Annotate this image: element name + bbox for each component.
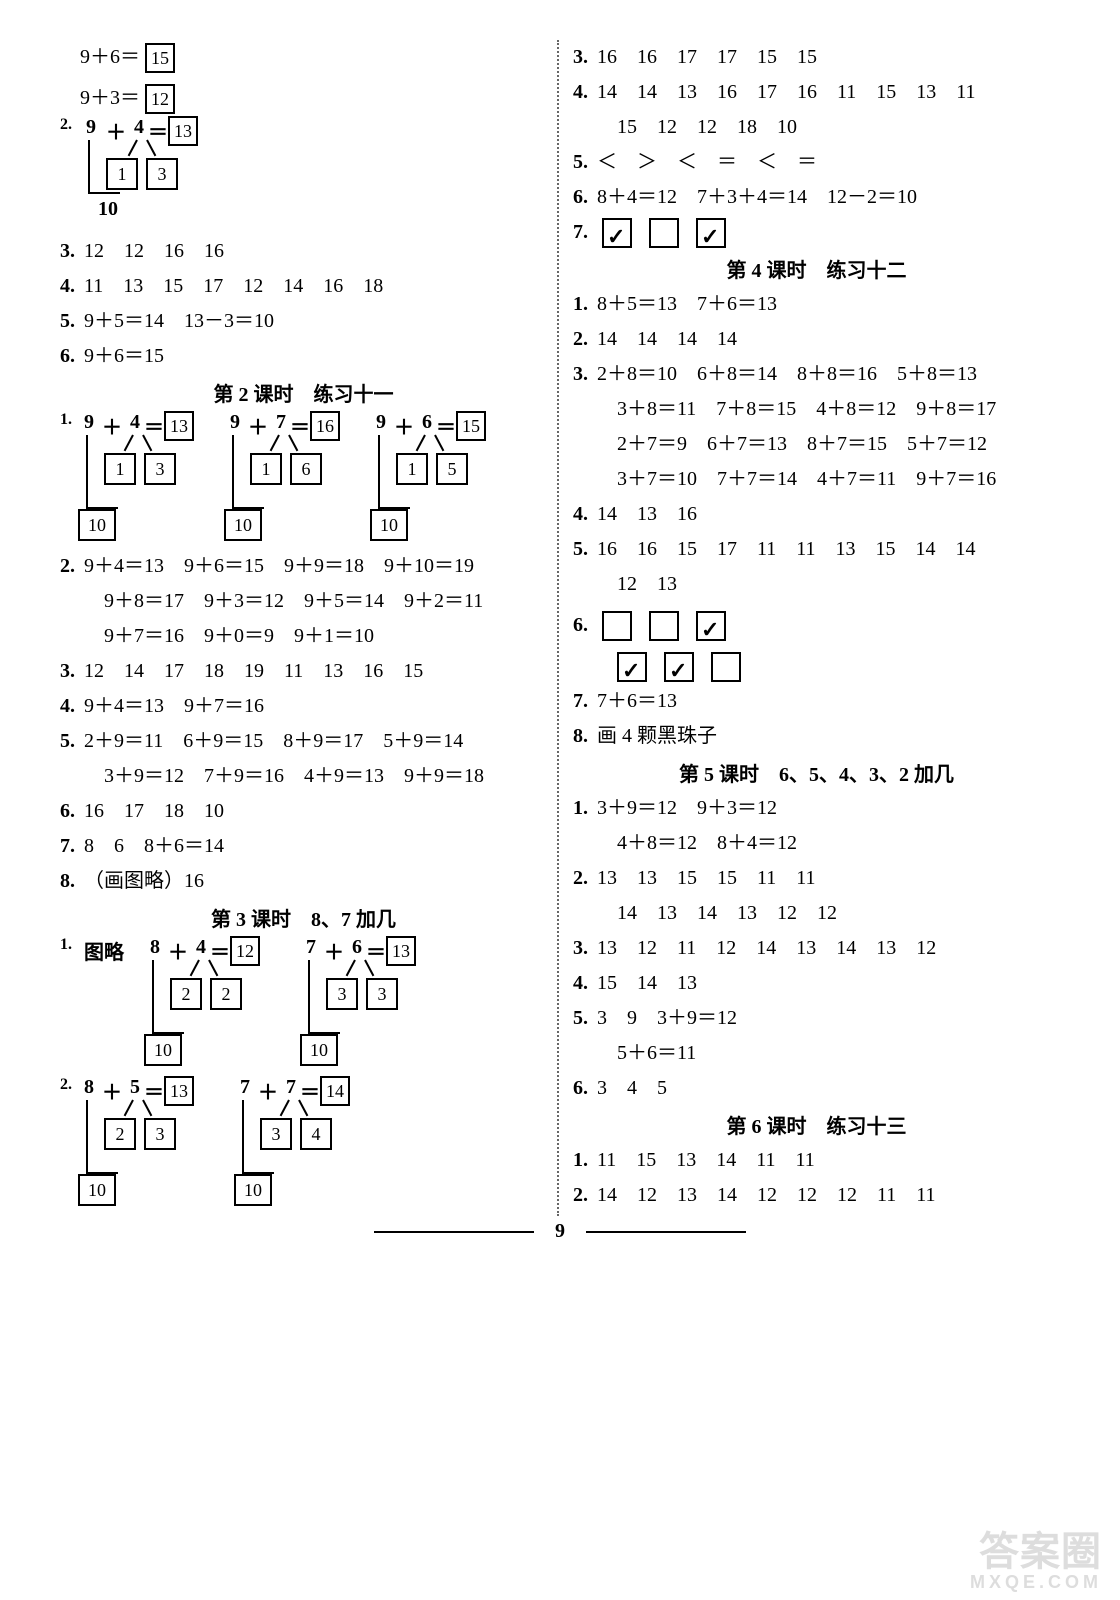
- list-item: 7.8 6 8＋6＝14: [60, 829, 547, 864]
- heading-lesson-4: 第 4 课时 练习十二: [573, 254, 1060, 283]
- list-item: 2＋7＝9 6＋7＝13 8＋7＝15 5＋7＝12: [573, 427, 1060, 462]
- intro-1: 9＋6＝ 15: [60, 40, 547, 75]
- list-item: 4.15 14 13: [573, 966, 1060, 1001]
- watermark: 答案圈 MXQE.COM: [970, 1531, 1102, 1592]
- list-item: 4＋8＝12 8＋4＝12: [573, 826, 1060, 861]
- list-item: 5.3 9 3＋9＝12: [573, 1001, 1060, 1036]
- list-item: 3.12 14 17 18 19 11 13 16 15: [60, 654, 547, 689]
- list-item: 3.2＋8＝10 6＋8＝14 8＋8＝16 5＋8＝13: [573, 357, 1060, 392]
- list-item: 5.9＋5＝14 13－3＝10: [60, 304, 547, 339]
- list-item: 12 13: [573, 567, 1060, 602]
- lesson3-q2-diagrams: 2. 8 ＋ 5 ＝ 13 2 3 10 7 ＋ 7 ＝ 14 3 4 10: [60, 1076, 547, 1216]
- list-item: 2.14 12 13 14 12 12 12 11 11: [573, 1178, 1060, 1213]
- list-item: 15 12 12 18 10: [573, 110, 1060, 145]
- list-item: 1.8＋5＝13 7＋6＝13: [573, 287, 1060, 322]
- expr: 9＋6＝: [80, 46, 140, 68]
- list-item: 3＋8＝11 7＋8＝15 4＋8＝12 9＋8＝17: [573, 392, 1060, 427]
- list-item: 4.11 13 15 17 12 14 16 18: [60, 269, 547, 304]
- checkbox-icon: [711, 652, 741, 682]
- list-item: 4.14 14 13 16 17 16 11 15 13 11: [573, 75, 1060, 110]
- list-item: 8.画 4 颗黑珠子: [573, 719, 1060, 754]
- list-item: 5.16 16 15 17 11 11 13 15 14 14: [573, 532, 1060, 567]
- page-number: 9: [555, 1220, 565, 1242]
- list-item: 7.7＋6＝13: [573, 684, 1060, 719]
- list-item: 3.16 16 17 17 15 15: [573, 40, 1060, 75]
- list-item: 6.3 4 5: [573, 1071, 1060, 1106]
- checkbox-icon: [649, 611, 679, 641]
- lesson2-q1-diagrams: 1. 9 ＋ 4 ＝ 13 1 3 10 9 ＋ 7 ＝ 16 1 6 10: [60, 411, 547, 549]
- list-item: 9＋7＝16 9＋0＝9 9＋1＝10: [60, 619, 547, 654]
- list-item: 9＋8＝17 9＋3＝12 9＋5＝14 9＋2＝11: [60, 584, 547, 619]
- checkbox-icon: [617, 652, 647, 682]
- list-item: 8.（画图略）16: [60, 864, 547, 899]
- q7-checkboxes: 7.: [573, 215, 1060, 250]
- right-column: 3.16 16 17 17 15 15 4.14 14 13 16 17 16 …: [557, 40, 1060, 1216]
- list-item: 4.14 13 16: [573, 497, 1060, 532]
- left-column: 9＋6＝ 15 9＋3＝ 12 2. 9 ＋ 4 ＝ 13 1 3 10 3.1…: [60, 40, 557, 1216]
- list-item: 2.13 13 15 15 11 11: [573, 861, 1060, 896]
- list-item: 3.13 12 11 12 14 13 14 13 12: [573, 931, 1060, 966]
- checkbox-icon: [602, 218, 632, 248]
- list-item: 14 13 14 13 12 12: [573, 896, 1060, 931]
- q6-checkboxes-row1: 6.: [573, 608, 1060, 643]
- checkbox-icon: [696, 611, 726, 641]
- divider: [586, 1231, 746, 1233]
- checkbox-icon: [649, 218, 679, 248]
- list-item: 6.8＋4＝12 7＋3＋4＝14 12－2＝10: [573, 180, 1060, 215]
- q6-checkboxes-row2: [573, 649, 1060, 684]
- checkbox-icon: [664, 652, 694, 682]
- list-item: 6.16 17 18 10: [60, 794, 547, 829]
- divider: [374, 1231, 534, 1233]
- answer-box: 15: [145, 43, 175, 73]
- list-item: 1.11 15 13 14 11 11: [573, 1143, 1060, 1178]
- expr: 9＋3＝: [80, 87, 140, 109]
- q2-diagram: 2. 9 ＋ 4 ＝ 13 1 3 10: [60, 116, 547, 234]
- list-item: 2.14 14 14 14: [573, 322, 1060, 357]
- heading-lesson-3: 第 3 课时 8、7 加几: [60, 903, 547, 932]
- answer-box: 12: [145, 84, 175, 114]
- list-item: 4.9＋4＝13 9＋7＝16: [60, 689, 547, 724]
- list-item: 3＋9＝12 7＋9＝16 4＋9＝13 9＋9＝18: [60, 759, 547, 794]
- list-item: 1.3＋9＝12 9＋3＝12: [573, 791, 1060, 826]
- page-footer: 9: [60, 1220, 1060, 1243]
- checkbox-icon: [602, 611, 632, 641]
- heading-lesson-6: 第 6 课时 练习十三: [573, 1110, 1060, 1139]
- lesson3-q1-diagrams: 1. 图略 8 ＋ 4 ＝ 12 2 2 10 7 ＋ 6 ＝ 13 3 3 1…: [60, 936, 547, 1076]
- heading-lesson-5: 第 5 课时 6、5、4、3、2 加几: [573, 758, 1060, 787]
- list-item: 5.＜ ＞ ＜ ＝ ＜ ＝: [573, 145, 1060, 180]
- list-item: 5.2＋9＝11 6＋9＝15 8＋9＝17 5＋9＝14: [60, 724, 547, 759]
- intro-2: 9＋3＝ 12: [60, 81, 547, 116]
- list-item: 2.9＋4＝13 9＋6＝15 9＋9＝18 9＋10＝19: [60, 549, 547, 584]
- list-item: 6.9＋6＝15: [60, 339, 547, 374]
- list-item: 3＋7＝10 7＋7＝14 4＋7＝11 9＋7＝16: [573, 462, 1060, 497]
- heading-lesson-2: 第 2 课时 练习十一: [60, 378, 547, 407]
- checkbox-icon: [696, 218, 726, 248]
- list-item: 3.12 12 16 16: [60, 234, 547, 269]
- list-item: 5＋6＝11: [573, 1036, 1060, 1071]
